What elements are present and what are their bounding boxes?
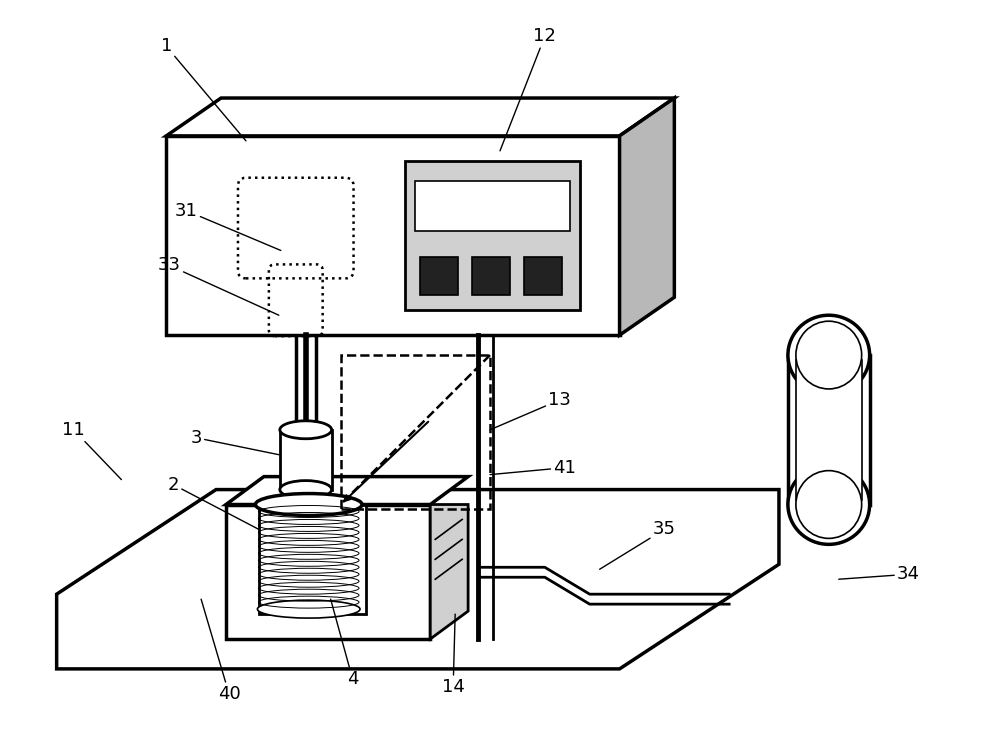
Bar bbox=[788, 355, 870, 504]
Bar bbox=[472, 258, 510, 295]
Text: 33: 33 bbox=[158, 256, 279, 315]
Ellipse shape bbox=[796, 471, 862, 539]
Bar bbox=[796, 360, 862, 500]
Text: 12: 12 bbox=[500, 27, 556, 151]
Text: 14: 14 bbox=[442, 614, 465, 696]
Text: 35: 35 bbox=[600, 521, 676, 569]
Polygon shape bbox=[57, 489, 779, 669]
Ellipse shape bbox=[788, 465, 870, 545]
Ellipse shape bbox=[280, 480, 332, 498]
Bar bbox=[420, 258, 458, 295]
Bar bbox=[280, 430, 332, 489]
Bar bbox=[405, 161, 580, 310]
Bar bbox=[259, 504, 366, 614]
Text: 3: 3 bbox=[190, 429, 279, 455]
Text: 1: 1 bbox=[161, 37, 246, 141]
Bar bbox=[415, 181, 570, 231]
Bar bbox=[341, 355, 490, 509]
Polygon shape bbox=[166, 98, 674, 136]
Ellipse shape bbox=[796, 321, 862, 389]
Polygon shape bbox=[166, 136, 620, 335]
Ellipse shape bbox=[280, 421, 332, 438]
Polygon shape bbox=[430, 504, 468, 639]
Text: 2: 2 bbox=[167, 476, 259, 530]
Ellipse shape bbox=[788, 315, 870, 395]
Ellipse shape bbox=[255, 494, 362, 515]
Polygon shape bbox=[226, 477, 468, 504]
Text: 34: 34 bbox=[839, 565, 920, 583]
Text: 31: 31 bbox=[175, 202, 281, 250]
Text: 40: 40 bbox=[201, 599, 240, 703]
Text: 41: 41 bbox=[490, 459, 576, 477]
Text: 13: 13 bbox=[490, 391, 571, 430]
Text: 4: 4 bbox=[331, 599, 358, 688]
Bar bbox=[524, 258, 562, 295]
Ellipse shape bbox=[257, 600, 360, 618]
Polygon shape bbox=[620, 98, 674, 335]
Text: 11: 11 bbox=[62, 421, 121, 480]
Polygon shape bbox=[226, 504, 430, 639]
